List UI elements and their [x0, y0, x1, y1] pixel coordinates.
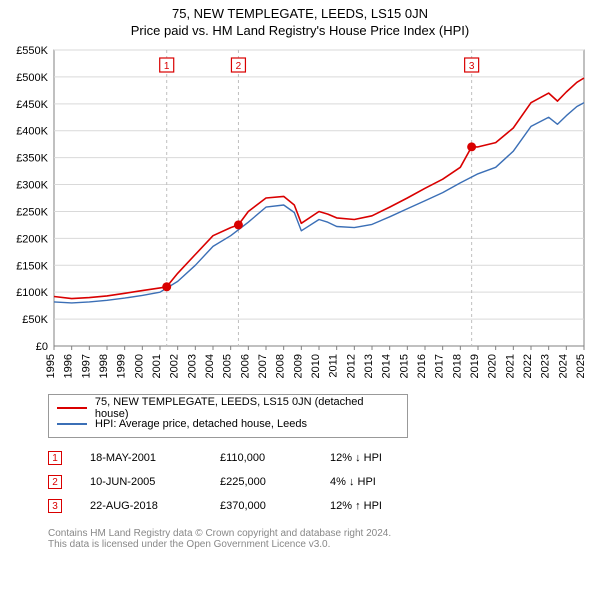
svg-text:1997: 1997: [80, 354, 92, 378]
svg-text:2025: 2025: [575, 354, 587, 378]
transaction-date: 18-MAY-2001: [90, 452, 220, 464]
transaction-diff: 4% ↓ HPI: [330, 476, 430, 488]
svg-text:2021: 2021: [504, 354, 516, 378]
svg-text:2003: 2003: [186, 354, 198, 378]
svg-text:3: 3: [469, 61, 475, 72]
transaction-price: £110,000: [220, 452, 330, 464]
svg-text:£400K: £400K: [16, 126, 48, 138]
svg-text:1998: 1998: [98, 354, 110, 378]
svg-text:£250K: £250K: [16, 206, 48, 218]
transaction-row: 3 22-AUG-2018£370,00012% ↑ HPI: [48, 494, 592, 518]
svg-text:£550K: £550K: [16, 46, 48, 57]
line-chart: £0 £50K £100K £150K £200K £250K £300K £350K £400…: [8, 46, 592, 386]
svg-text:1999: 1999: [116, 354, 128, 378]
footer-attribution: Contains HM Land Registry data © Crown c…: [48, 528, 592, 550]
svg-text:2009: 2009: [292, 354, 304, 378]
svg-text:£300K: £300K: [16, 180, 48, 192]
legend-swatch: [57, 407, 87, 409]
svg-text:2014: 2014: [381, 354, 393, 378]
svg-text:2018: 2018: [451, 354, 463, 378]
svg-text:£0: £0: [36, 341, 48, 353]
transaction-row: 1 18-MAY-2001£110,00012% ↓ HPI: [48, 446, 592, 470]
svg-text:2013: 2013: [363, 354, 375, 378]
svg-text:2016: 2016: [416, 354, 428, 378]
svg-text:2001: 2001: [151, 354, 163, 378]
transaction-marker: 1: [48, 451, 62, 465]
svg-text:2000: 2000: [133, 354, 145, 378]
svg-text:2019: 2019: [469, 354, 481, 378]
transaction-price: £370,000: [220, 500, 330, 512]
svg-text:2002: 2002: [169, 354, 181, 378]
svg-text:2017: 2017: [434, 354, 446, 378]
svg-text:2: 2: [236, 61, 242, 72]
footer-line1: Contains HM Land Registry data © Crown c…: [48, 528, 592, 539]
svg-text:2022: 2022: [522, 354, 534, 378]
chart-title: 75, NEW TEMPLEGATE, LEEDS, LS15 0JN: [8, 6, 592, 21]
transaction-price: £225,000: [220, 476, 330, 488]
legend-item: 75, NEW TEMPLEGATE, LEEDS, LS15 0JN (det…: [57, 400, 399, 416]
svg-text:1: 1: [164, 61, 170, 72]
svg-text:2020: 2020: [487, 354, 499, 378]
svg-text:2015: 2015: [398, 354, 410, 378]
transaction-date: 22-AUG-2018: [90, 500, 220, 512]
legend-swatch: [57, 423, 87, 425]
footer-line2: This data is licensed under the Open Gov…: [48, 539, 592, 550]
transaction-marker: 3: [48, 499, 62, 513]
transaction-date: 10-JUN-2005: [90, 476, 220, 488]
legend: 75, NEW TEMPLEGATE, LEEDS, LS15 0JN (det…: [48, 394, 408, 438]
svg-text:1996: 1996: [63, 354, 75, 378]
svg-text:2024: 2024: [557, 354, 569, 378]
svg-text:2006: 2006: [239, 354, 251, 378]
transaction-marker: 2: [48, 475, 62, 489]
svg-text:£500K: £500K: [16, 72, 48, 84]
chart-area: £0 £50K £100K £150K £200K £250K £300K £350K £400…: [8, 46, 592, 386]
svg-text:£150K: £150K: [16, 260, 48, 272]
transaction-row: 2 10-JUN-2005£225,0004% ↓ HPI: [48, 470, 592, 494]
svg-text:2010: 2010: [310, 354, 322, 378]
svg-text:2023: 2023: [540, 354, 552, 378]
svg-text:£100K: £100K: [16, 287, 48, 299]
legend-label: HPI: Average price, detached house, Leed…: [95, 418, 307, 430]
svg-text:2008: 2008: [275, 354, 287, 378]
svg-text:2005: 2005: [222, 354, 234, 378]
svg-text:£350K: £350K: [16, 153, 48, 165]
svg-text:2004: 2004: [204, 354, 216, 378]
svg-text:£50K: £50K: [22, 314, 48, 326]
legend-label: 75, NEW TEMPLEGATE, LEEDS, LS15 0JN (det…: [95, 396, 399, 420]
chart-subtitle: Price paid vs. HM Land Registry's House …: [8, 23, 592, 38]
svg-text:£200K: £200K: [16, 233, 48, 245]
svg-text:2011: 2011: [328, 354, 340, 378]
transaction-diff: 12% ↑ HPI: [330, 500, 430, 512]
transactions-table: 1 18-MAY-2001£110,00012% ↓ HPI 2 10-JUN-200…: [48, 446, 592, 518]
svg-text:1995: 1995: [45, 354, 57, 378]
svg-text:2007: 2007: [257, 354, 269, 378]
svg-text:£450K: £450K: [16, 99, 48, 111]
transaction-diff: 12% ↓ HPI: [330, 452, 430, 464]
svg-text:2012: 2012: [345, 354, 357, 378]
